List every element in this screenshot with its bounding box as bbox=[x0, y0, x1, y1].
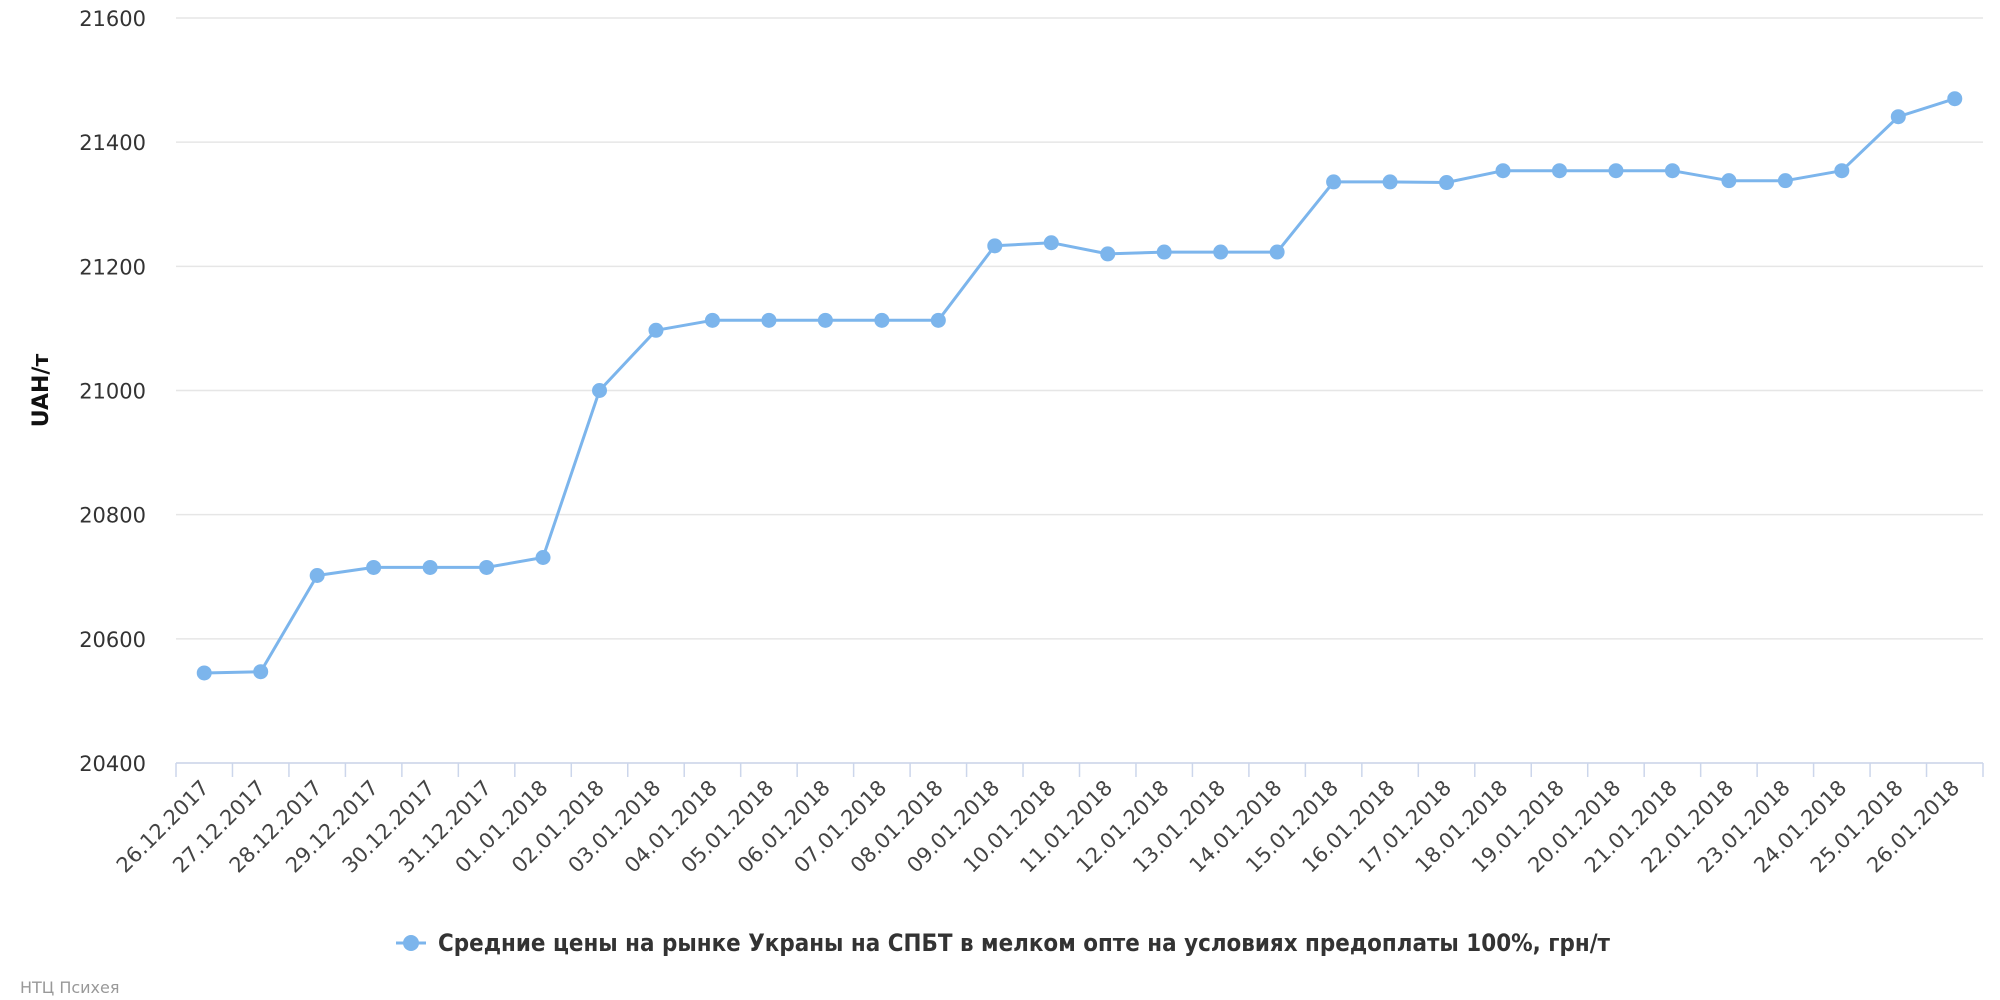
data-point[interactable] bbox=[1382, 174, 1398, 190]
data-point[interactable] bbox=[1156, 244, 1172, 260]
data-point[interactable] bbox=[1326, 174, 1342, 190]
data-point[interactable] bbox=[1608, 163, 1624, 179]
data-point[interactable] bbox=[1551, 163, 1567, 179]
data-point[interactable] bbox=[422, 559, 438, 575]
legend-marker-icon bbox=[403, 935, 419, 951]
data-point[interactable] bbox=[309, 568, 325, 584]
y-tick-label: 21000 bbox=[79, 380, 146, 404]
data-point[interactable] bbox=[704, 312, 720, 328]
data-point[interactable] bbox=[1439, 175, 1455, 191]
y-tick-label: 21600 bbox=[79, 7, 146, 31]
data-point[interactable] bbox=[817, 312, 833, 328]
grid-lines bbox=[176, 17, 1983, 764]
data-point[interactable] bbox=[1721, 173, 1737, 189]
data-point[interactable] bbox=[366, 559, 382, 575]
data-point[interactable] bbox=[592, 383, 608, 398]
data-point[interactable] bbox=[479, 559, 495, 575]
y-axis-label: UAH/т bbox=[29, 354, 54, 428]
y-tick-label: 21200 bbox=[79, 255, 146, 279]
data-point[interactable] bbox=[1043, 235, 1059, 251]
data-point[interactable] bbox=[987, 238, 1003, 254]
data-point[interactable] bbox=[761, 312, 777, 328]
data-point[interactable] bbox=[1269, 244, 1285, 260]
data-point[interactable] bbox=[1495, 163, 1511, 179]
data-point[interactable] bbox=[253, 664, 269, 680]
data-point[interactable] bbox=[535, 550, 551, 566]
legend[interactable]: Средние цены на рынке Украны на СПБТ в м… bbox=[396, 929, 1610, 957]
y-tick-label: 20600 bbox=[79, 628, 146, 652]
data-point[interactable] bbox=[874, 312, 890, 328]
data-point[interactable] bbox=[196, 665, 212, 681]
credit-label: НТЦ Психея bbox=[20, 978, 119, 997]
x-axis-ticks: 26.12.201727.12.201728.12.201729.12.2017… bbox=[112, 763, 1984, 878]
data-point[interactable] bbox=[1834, 163, 1850, 179]
data-point[interactable] bbox=[930, 312, 946, 328]
series-line bbox=[202, 97, 1957, 675]
data-point[interactable] bbox=[648, 322, 664, 338]
data-point[interactable] bbox=[1100, 246, 1116, 262]
y-tick-label: 20400 bbox=[79, 752, 146, 776]
data-point[interactable] bbox=[1664, 163, 1680, 179]
data-points bbox=[196, 91, 1963, 681]
data-point[interactable] bbox=[1213, 244, 1229, 260]
y-tick-label: 21400 bbox=[79, 131, 146, 155]
y-axis-ticks: 20400 20600 20800 21000 21200 21400 21600 bbox=[79, 7, 146, 776]
y-tick-label: 20800 bbox=[79, 504, 146, 528]
data-point[interactable] bbox=[1777, 173, 1793, 189]
data-point[interactable] bbox=[1947, 91, 1963, 107]
legend-label[interactable]: Средние цены на рынке Украны на СПБТ в м… bbox=[438, 929, 1610, 957]
data-point[interactable] bbox=[1890, 109, 1906, 125]
